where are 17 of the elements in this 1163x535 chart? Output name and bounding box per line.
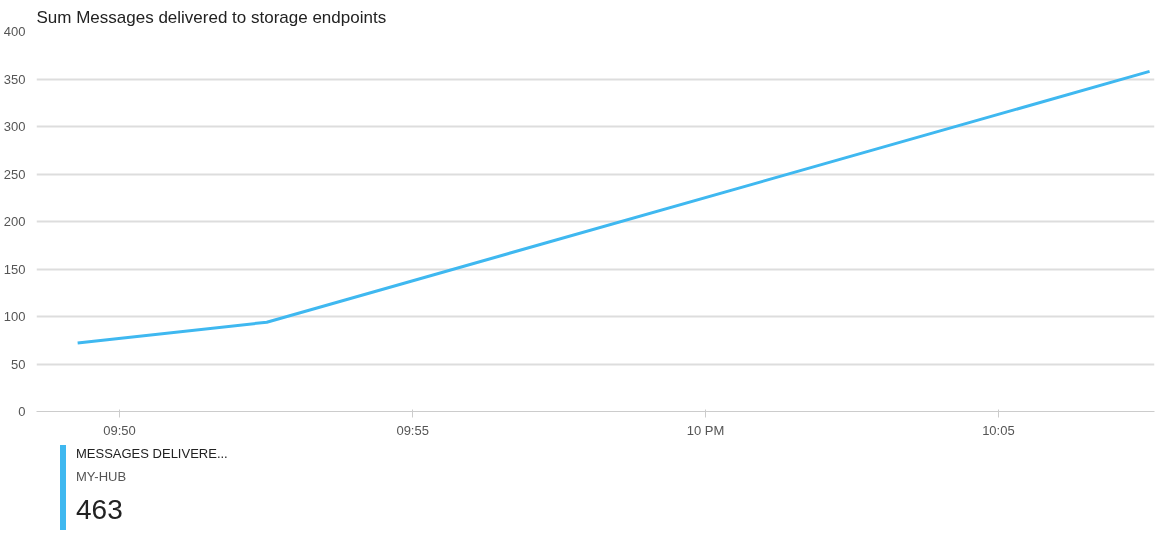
y-tick-label: 50 <box>11 356 26 372</box>
y-tick-label: 200 <box>3 214 26 229</box>
y-tick-label: 400 <box>3 24 26 39</box>
y-tick-label: 350 <box>3 71 26 87</box>
y-tick-label: 100 <box>3 309 26 324</box>
x-tick-label: 10:05 <box>982 422 1015 438</box>
x-tick-label: 10 PM <box>686 422 725 438</box>
x-tick-label: 09:50 <box>103 422 136 438</box>
text: MESSAGES DELIVERE... <box>76 445 228 463</box>
y-tick-label: 250 <box>3 166 26 182</box>
text: MY-HUB <box>76 467 128 486</box>
x-tick-label: 09:55 <box>396 422 429 438</box>
chart-title: Sum Messages delivered to storage endpoints <box>36 7 387 27</box>
y-tick-label: 300 <box>3 119 26 134</box>
y-tick-label: 150 <box>3 261 26 277</box>
y-tick-label: 0 <box>18 404 26 419</box>
text: 463 <box>76 493 124 528</box>
